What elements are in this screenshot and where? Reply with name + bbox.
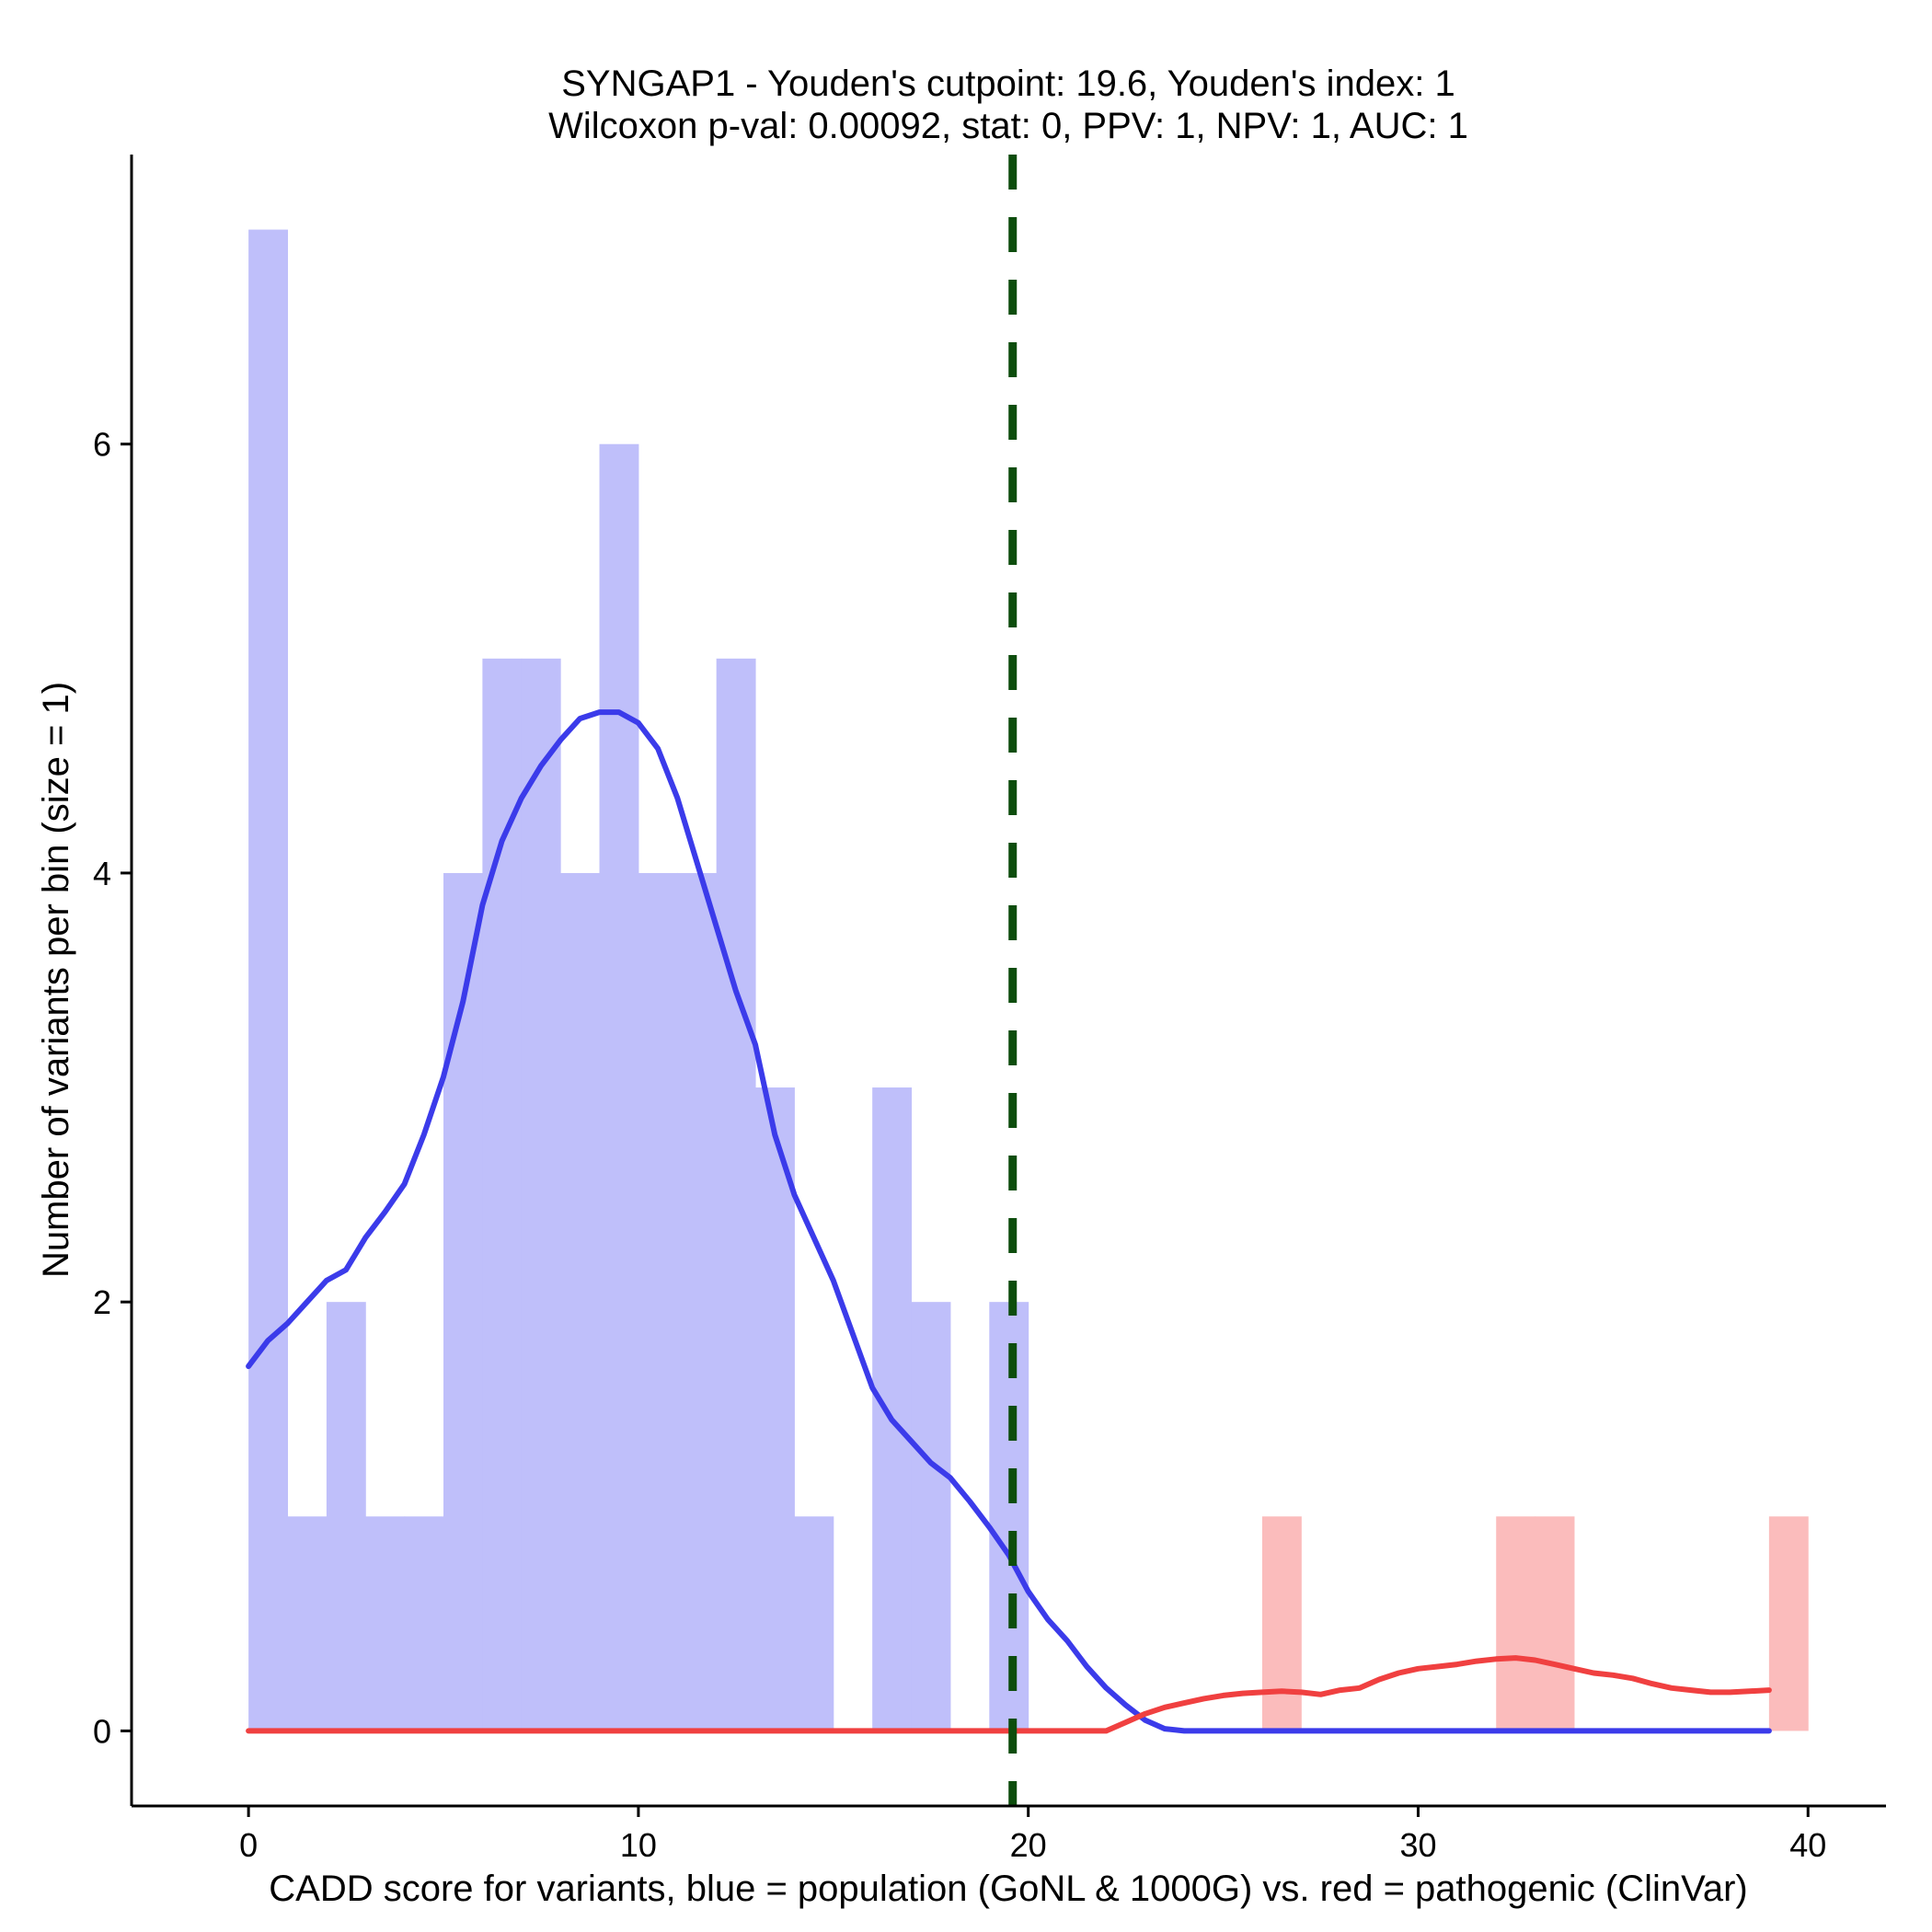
- population-bar: [482, 658, 523, 1731]
- population-bar: [716, 658, 756, 1731]
- population-bar: [404, 1516, 444, 1731]
- population-bar: [326, 1302, 366, 1731]
- population-bar: [599, 443, 639, 1731]
- population-bar: [521, 658, 561, 1731]
- population-bar: [560, 872, 601, 1731]
- x-tick-label: 10: [620, 1826, 657, 1864]
- population-bar: [677, 872, 718, 1731]
- y-tick-label: 4: [93, 855, 111, 892]
- y-axis-label: Number of variants per bin (size = 1): [36, 682, 76, 1278]
- pathogenic-bar: [1535, 1516, 1575, 1731]
- chart-title-line-1: SYNGAP1 - Youden's cutpoint: 19.6, Youde…: [561, 63, 1455, 104]
- y-tick-label: 6: [93, 426, 111, 464]
- x-axis-label: CADD score for variants, blue = populati…: [269, 1869, 1747, 1909]
- pathogenic-density-line: [246, 1655, 1772, 1734]
- population-bar: [248, 229, 289, 1731]
- x-tick-label: 0: [239, 1826, 258, 1864]
- population-bar: [638, 872, 678, 1731]
- x-tick-label: 40: [1789, 1826, 1826, 1864]
- pathogenic-bar: [1261, 1516, 1302, 1731]
- population-bar: [794, 1516, 834, 1731]
- density-lines: [246, 709, 1772, 1734]
- x-tick-label: 30: [1399, 1826, 1436, 1864]
- population-bars: [248, 229, 1029, 1731]
- axes: [130, 155, 1886, 1808]
- x-ticks: 0 10 20 30 40: [239, 1806, 1826, 1864]
- pathogenic-bar: [1496, 1516, 1536, 1731]
- population-density-line: [246, 709, 1772, 1734]
- pathogenic-bars: [1261, 1516, 1809, 1731]
- y-tick-label: 2: [93, 1283, 111, 1321]
- population-bar: [287, 1516, 328, 1731]
- pathogenic-bar: [1768, 1516, 1809, 1731]
- y-ticks: 0 2 4 6: [93, 426, 132, 1750]
- population-bar: [443, 872, 483, 1731]
- population-bar: [365, 1516, 406, 1731]
- x-tick-label: 20: [1010, 1826, 1047, 1864]
- chart-title-line-2: Wilcoxon p-val: 0.00092, stat: 0, PPV: 1…: [548, 106, 1468, 146]
- y-tick-label: 0: [93, 1712, 111, 1750]
- population-bar: [911, 1302, 951, 1731]
- population-bar: [755, 1087, 795, 1731]
- population-bar: [872, 1087, 913, 1731]
